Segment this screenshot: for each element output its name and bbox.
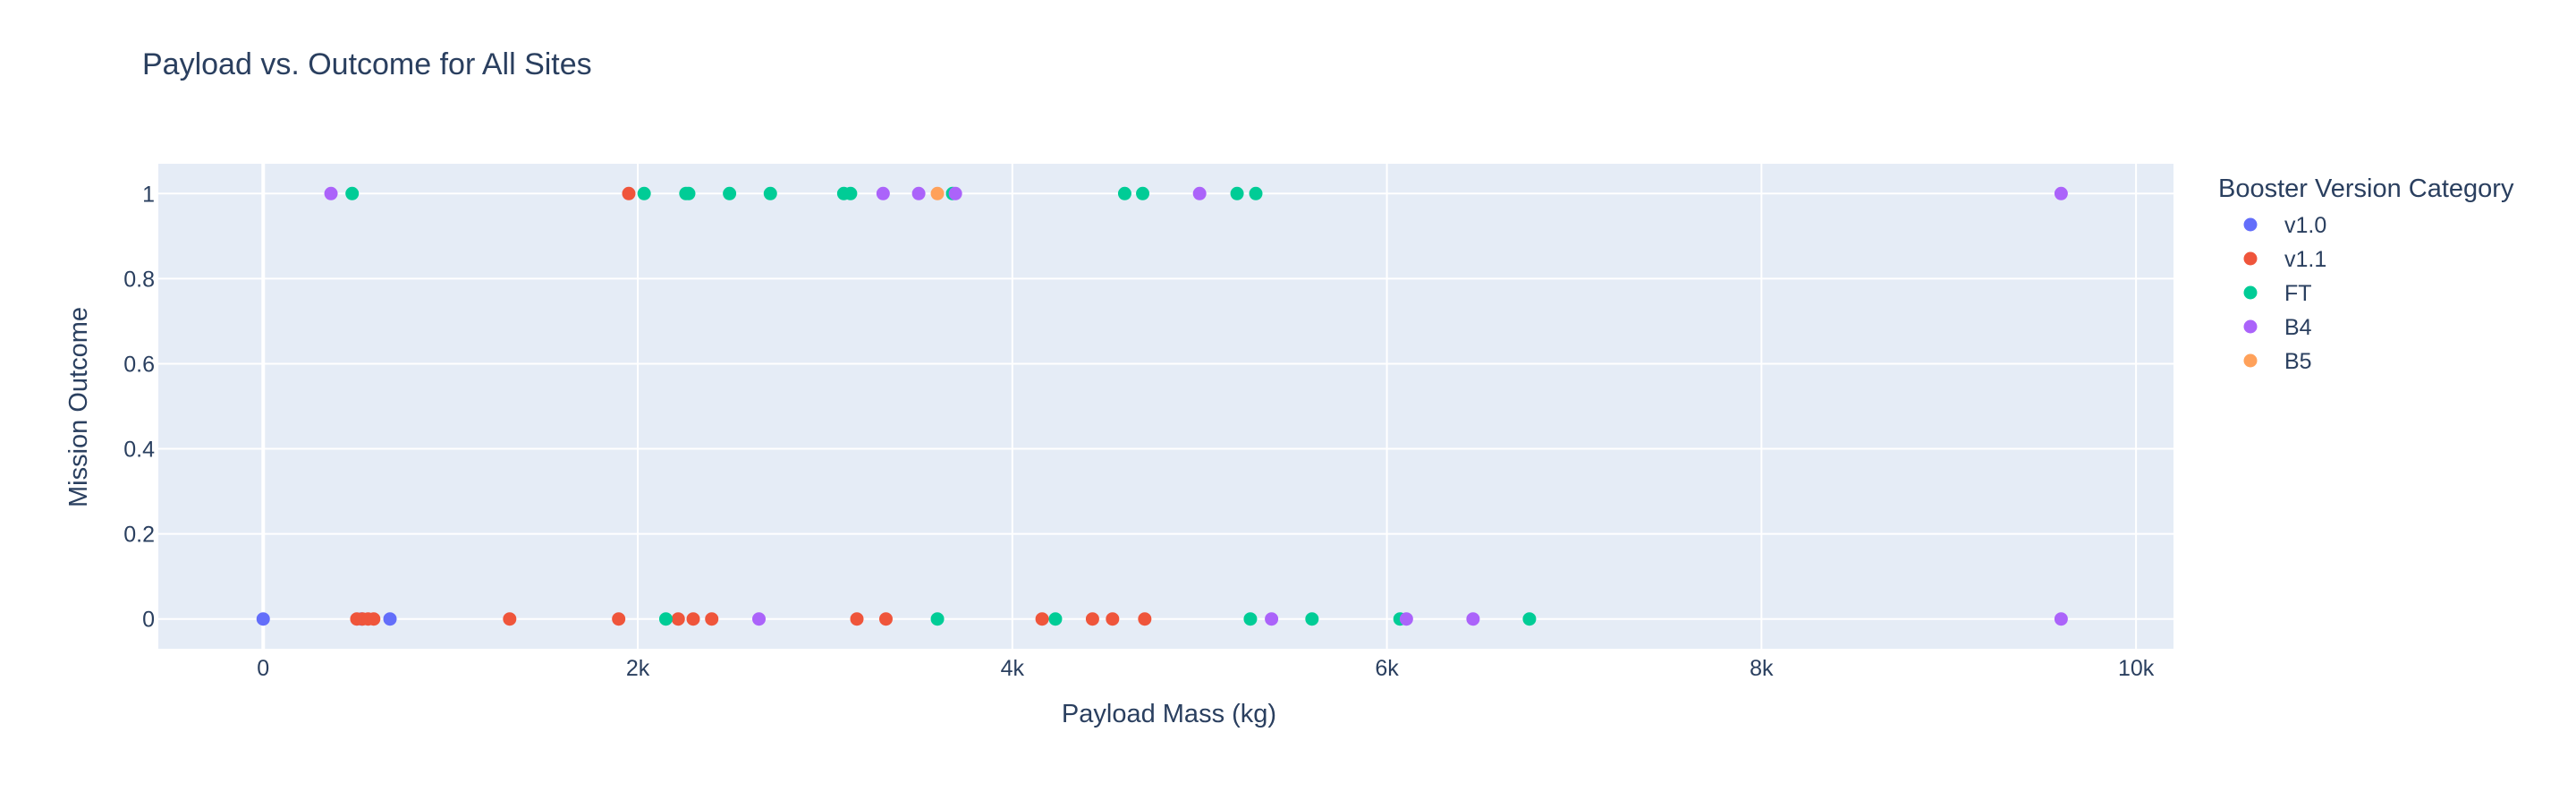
x-tick-label: 4k xyxy=(1001,656,1025,681)
data-point[interactable] xyxy=(658,612,673,626)
data-point[interactable] xyxy=(948,186,962,200)
series-v1.1 xyxy=(350,186,1152,626)
y-tick-label: 0.4 xyxy=(123,438,155,463)
data-point[interactable] xyxy=(1249,186,1263,200)
data-point[interactable] xyxy=(930,186,945,200)
legend-item[interactable]: B5 xyxy=(2243,349,2312,374)
data-point[interactable] xyxy=(911,186,926,200)
data-point[interactable] xyxy=(671,612,685,626)
data-point[interactable] xyxy=(1136,186,1150,200)
data-point[interactable] xyxy=(1138,612,1152,626)
data-point[interactable] xyxy=(1399,612,1413,626)
data-point[interactable] xyxy=(843,186,858,200)
data-point[interactable] xyxy=(1192,186,1207,200)
series-FT xyxy=(345,186,1537,626)
data-point[interactable] xyxy=(1230,186,1244,200)
legend-item[interactable]: FT xyxy=(2243,281,2312,306)
data-point[interactable] xyxy=(850,612,864,626)
data-point[interactable] xyxy=(876,186,890,200)
data-point[interactable] xyxy=(1085,612,1099,626)
data-point[interactable] xyxy=(682,186,696,200)
data-point[interactable] xyxy=(1106,612,1120,626)
legend-marker xyxy=(2243,319,2258,334)
x-tick-label: 10k xyxy=(2118,656,2155,681)
data-point[interactable] xyxy=(324,186,338,200)
data-point[interactable] xyxy=(930,612,945,626)
data-point[interactable] xyxy=(1466,612,1480,626)
data-point[interactable] xyxy=(763,186,777,200)
data-point[interactable] xyxy=(622,186,636,200)
series-B5 xyxy=(930,186,945,200)
data-point[interactable] xyxy=(503,612,517,626)
plot-background xyxy=(158,164,2174,649)
x-tick-label: 6k xyxy=(1375,656,1399,681)
x-tick-label: 0 xyxy=(257,656,269,681)
legend-item[interactable]: v1.1 xyxy=(2243,247,2327,272)
data-point[interactable] xyxy=(367,612,381,626)
data-point[interactable] xyxy=(612,612,626,626)
data-point[interactable] xyxy=(2054,186,2068,200)
data-point[interactable] xyxy=(878,612,893,626)
legend-marker xyxy=(2243,217,2258,232)
data-point[interactable] xyxy=(1265,612,1279,626)
data-point[interactable] xyxy=(723,186,737,200)
data-point[interactable] xyxy=(752,612,767,626)
legend-label: v1.0 xyxy=(2284,213,2326,238)
y-tick-label: 1 xyxy=(142,182,155,207)
legend-label: B4 xyxy=(2284,315,2312,340)
data-point[interactable] xyxy=(256,612,270,626)
y-tick-label: 0.2 xyxy=(123,523,155,548)
x-axis-title: Payload Mass (kg) xyxy=(1062,700,1276,728)
series-B4 xyxy=(324,186,2068,626)
data-point[interactable] xyxy=(1243,612,1258,626)
data-point[interactable] xyxy=(383,612,397,626)
y-tick-label: 0 xyxy=(142,608,155,633)
data-point[interactable] xyxy=(1035,612,1049,626)
data-point[interactable] xyxy=(1522,612,1537,626)
tick-labels: 0 2k 4k 6k 8k 10k 0 0.2 0.4 0.6 0.8 1 xyxy=(123,182,2155,681)
data-point[interactable] xyxy=(1048,612,1063,626)
y-axis-title: Mission Outcome xyxy=(64,307,93,507)
data-points xyxy=(256,186,2068,626)
y-tick-label: 0.8 xyxy=(123,267,155,292)
chart-title: Payload vs. Outcome for All Sites xyxy=(142,47,592,81)
data-point[interactable] xyxy=(686,612,700,626)
legend: Booster Version Category v1.0 v1.1 FT B4 B5 xyxy=(2218,174,2514,374)
legend-marker xyxy=(2243,251,2258,266)
legend-label: v1.1 xyxy=(2284,247,2326,272)
x-tick-label: 2k xyxy=(626,656,650,681)
grid-lines xyxy=(158,164,2174,649)
data-point[interactable] xyxy=(637,186,651,200)
data-point[interactable] xyxy=(705,612,719,626)
y-tick-label: 0.6 xyxy=(123,352,155,377)
legend-label: FT xyxy=(2284,281,2312,306)
legend-title: Booster Version Category xyxy=(2218,174,2514,203)
data-point[interactable] xyxy=(1305,612,1319,626)
legend-label: B5 xyxy=(2284,349,2312,374)
legend-item[interactable]: v1.0 xyxy=(2243,213,2327,238)
data-point[interactable] xyxy=(2054,612,2068,626)
data-point[interactable] xyxy=(1117,186,1131,200)
legend-marker xyxy=(2243,353,2258,368)
x-tick-label: 8k xyxy=(1750,656,1774,681)
legend-item[interactable]: B4 xyxy=(2243,315,2312,340)
legend-marker xyxy=(2243,285,2258,300)
data-point[interactable] xyxy=(345,186,360,200)
